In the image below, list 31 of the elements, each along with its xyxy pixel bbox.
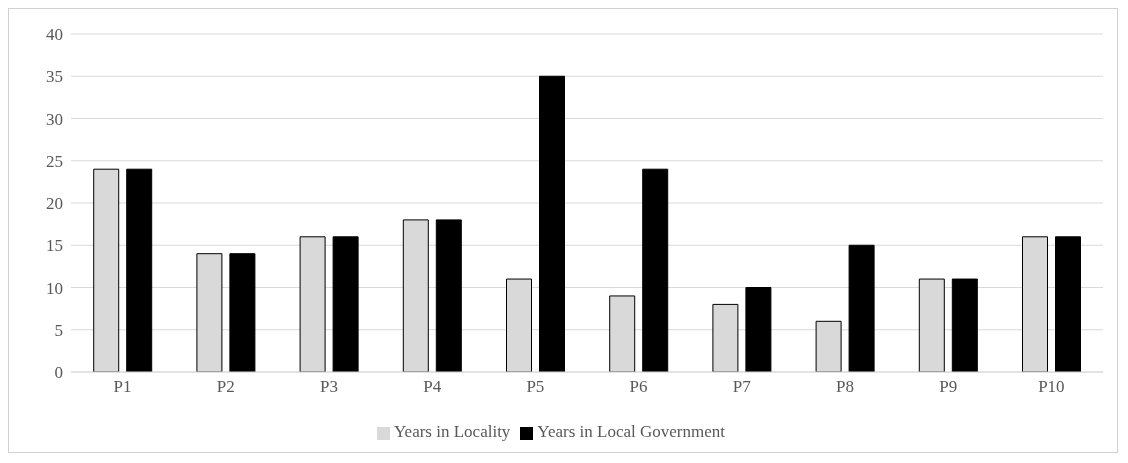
bar: [332, 236, 359, 372]
bar: [642, 168, 669, 372]
bar: [848, 244, 875, 372]
bar: [539, 75, 565, 372]
y-tick-label: 10: [46, 278, 63, 298]
bar: [435, 219, 462, 372]
bar: [951, 278, 978, 372]
y-tick-label: 15: [46, 236, 63, 256]
x-tick-label: P8: [836, 377, 854, 397]
y-tick-label: 20: [46, 194, 63, 214]
legend-label: Years in Locality: [394, 422, 511, 441]
bar: [229, 253, 256, 372]
x-tick-label: P2: [216, 377, 235, 397]
x-tick-label: P6: [629, 377, 648, 397]
x-tick-label: P5: [526, 377, 545, 397]
y-tick-label: 25: [46, 151, 63, 171]
x-tick-label: P10: [1038, 377, 1065, 397]
bar: [745, 287, 772, 372]
legend-label: Years in Local Government: [537, 422, 725, 441]
y-tick-label: 35: [46, 67, 63, 87]
y-tick-label: 0: [54, 363, 63, 383]
x-tick-label: P1: [113, 377, 132, 397]
bar: [126, 168, 153, 372]
x-tick-label: P7: [732, 377, 752, 397]
bar: [1055, 236, 1081, 372]
x-tick-label: P3: [320, 377, 338, 397]
y-tick-label: 40: [46, 25, 63, 45]
x-tick-label: P9: [939, 377, 958, 397]
y-tick-label: 5: [54, 320, 63, 340]
y-tick-label: 30: [46, 109, 63, 129]
x-tick-label: P4: [423, 377, 442, 397]
